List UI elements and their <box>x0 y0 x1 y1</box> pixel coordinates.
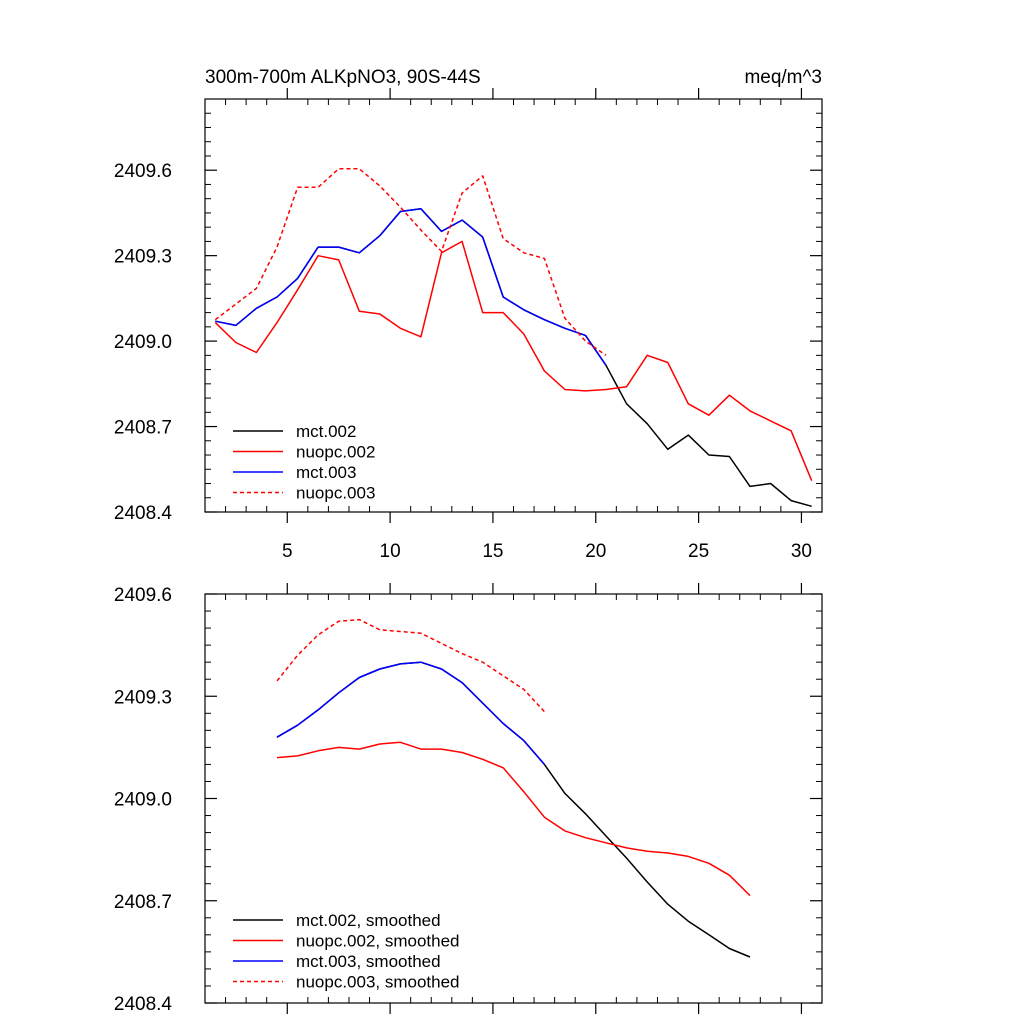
top-legend-label: mct.003 <box>296 463 356 482</box>
top-x-tick-label: 30 <box>791 541 812 562</box>
top-legend-label: mct.002 <box>296 422 356 441</box>
top-series-nuopc-002-line <box>214 240 813 481</box>
top-series-mct-002-line <box>215 207 812 508</box>
bottom-legend-label: nuopc.003, smoothed <box>296 973 460 992</box>
bottom-legend-label: mct.003, smoothed <box>296 952 441 971</box>
top-panel-title: 300m-700m ALKpNO3, 90S-44S <box>205 67 481 88</box>
top-panel: 300m-700m ALKpNO3, 90S-44S meq/m^3 5 10 15… <box>114 67 823 562</box>
top-y-tick-label: 2409.3 <box>114 247 172 268</box>
top-series-mct-003-line <box>215 207 607 366</box>
top-panel-units: meq/m^3 <box>744 67 822 88</box>
bottom-series-nuopc-003-smoothed-line <box>276 618 545 713</box>
bottom-y-tick-label: 2409.0 <box>114 790 172 811</box>
top-x-tick-label: 25 <box>688 541 709 562</box>
top-x-tick-label: 20 <box>585 541 606 562</box>
bottom-panel: 2408.4 2408.7 2409.0 2409.3 2409.6 mct.002, s… <box>114 583 823 1015</box>
top-x-tick-label: 10 <box>380 541 401 562</box>
bottom-series-nuopc-002-smoothed-line <box>276 741 751 897</box>
bottom-y-tick-label: 2408.4 <box>114 994 173 1015</box>
bottom-y-tick-label: 2409.3 <box>114 687 172 708</box>
top-legend-label: nuopc.003 <box>296 484 375 503</box>
bottom-y-tick-label: 2408.7 <box>114 892 172 913</box>
top-y-tick-label: 2409.0 <box>114 332 172 353</box>
bottom-y-tick-label: 2409.6 <box>114 585 172 606</box>
bottom-series-mct-003-smoothed-line <box>276 661 545 765</box>
bottom-legend-label: nuopc.002, smoothed <box>296 932 460 951</box>
top-y-tick-label: 2408.4 <box>114 503 173 524</box>
top-x-tick-label: 5 <box>282 541 293 562</box>
top-y-tick-label: 2409.6 <box>114 161 172 182</box>
bottom-legend-label: mct.002, smoothed <box>296 911 441 930</box>
top-x-tick-label: 15 <box>482 541 503 562</box>
top-series-nuopc-003-line <box>214 168 607 356</box>
top-legend-label: nuopc.002 <box>296 443 375 462</box>
top-y-tick-label: 2408.7 <box>114 418 172 439</box>
